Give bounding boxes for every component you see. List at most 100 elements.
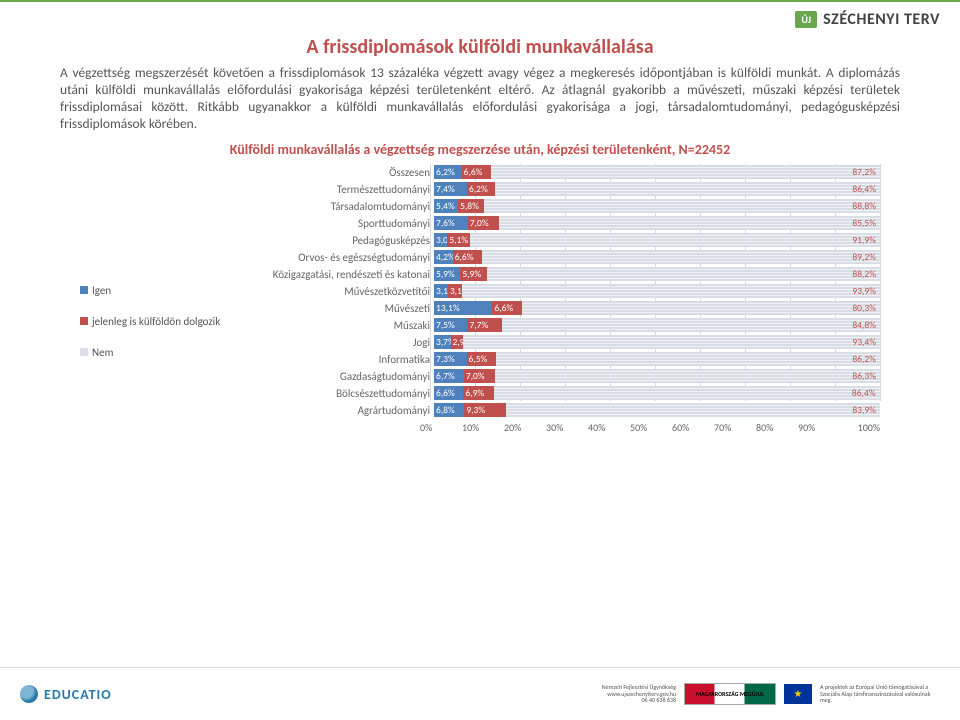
bar-seg-no: 85,5%: [499, 216, 880, 230]
legend-swatch: [80, 286, 88, 294]
slide-paragraph: A végzettség megszerzését követően a fri…: [60, 65, 900, 133]
row-label: Agrártudományi: [230, 404, 434, 417]
row-label: Pedagógusképzés: [230, 234, 434, 247]
bar-seg-yes: 3,1%: [434, 284, 448, 298]
row-label: Természettudományi: [230, 183, 434, 196]
chart-row: Természettudományi7,4%6,2%86,4%: [230, 181, 880, 198]
bar-seg-no: 91,9%: [470, 233, 880, 247]
chart-row: Pedagógusképzés3,0%5,1%91,9%: [230, 232, 880, 249]
bar-seg-now: 6,6%: [453, 250, 482, 264]
bar-seg-no: 93,4%: [463, 335, 880, 349]
bar-seg-now: 2,9%: [451, 335, 464, 349]
row-track: 6,2%6,6%87,2%: [434, 164, 880, 180]
row-track: 7,5%7,7%84,8%: [434, 317, 880, 333]
bar-seg-now: 3,1%: [448, 284, 462, 298]
bar-seg-now: 6,6%: [462, 165, 491, 179]
row-label: Sporttudományi: [230, 217, 434, 230]
bar-seg-no: 84,8%: [502, 318, 880, 332]
axis-tick: 80%: [756, 421, 798, 434]
axis-tick: 90%: [798, 421, 840, 434]
agency-block: Nemzeti Fejlesztési Ügynökség www.ujszec…: [602, 684, 676, 704]
row-label: Társadalomtudományi: [230, 200, 434, 213]
row-track: 3,1%3,1%93,9%: [434, 283, 880, 299]
bar-seg-yes: 6,7%: [434, 369, 464, 383]
bar-seg-now: 7,0%: [464, 369, 495, 383]
row-track: 6,6%6,9%86,4%: [434, 385, 880, 401]
row-track: 6,7%7,0%86,3%: [434, 368, 880, 384]
row-label: Művészetközvetítői: [230, 285, 434, 298]
bar-seg-no: 80,3%: [522, 301, 880, 315]
legend-item: Igen: [80, 284, 230, 297]
chart-row: Sporttudományi7,6%7,0%85,5%: [230, 215, 880, 232]
bar-seg-no: 88,8%: [484, 199, 880, 213]
row-label: Informatika: [230, 353, 434, 366]
bar-seg-now: 7,0%: [468, 216, 499, 230]
row-label: Gazdaságtudományi: [230, 370, 434, 383]
axis-tick: 20%: [504, 421, 546, 434]
bar-seg-now: 6,2%: [467, 182, 495, 196]
row-label: Művészeti: [230, 302, 434, 315]
row-label: Műszaki: [230, 319, 434, 332]
eu-flag-icon: [784, 684, 812, 704]
axis-tick: 40%: [588, 421, 630, 434]
row-label: Jogi: [230, 336, 434, 349]
axis-tick: 30%: [546, 421, 588, 434]
bar-seg-no: 86,4%: [495, 182, 880, 196]
bar-seg-yes: 7,3%: [434, 352, 467, 366]
legend-item: jelenleg is külföldön dolgozik: [80, 315, 230, 328]
slide-content: A frissdiplomások külföldi munkavállalás…: [0, 33, 960, 434]
chart-row: Informatika7,3%6,5%86,2%: [230, 351, 880, 368]
axis-tick: 0%: [420, 421, 462, 434]
row-label: Orvos- és egészségtudományi: [230, 251, 434, 264]
legend-label: jelenleg is külföldön dolgozik: [92, 315, 220, 328]
row-track: 3,0%5,1%91,9%: [434, 232, 880, 248]
bar-seg-no: 86,2%: [496, 352, 880, 366]
axis-tick: 50%: [630, 421, 672, 434]
axis-tick: 60%: [672, 421, 714, 434]
bar-seg-yes: 6,8%: [434, 403, 464, 417]
chart-container: Külföldi munkavállalás a végzettség megs…: [60, 141, 900, 434]
bar-seg-now: 7,7%: [467, 318, 501, 332]
bar-seg-no: 86,4%: [494, 386, 879, 400]
legend-label: Igen: [92, 284, 111, 297]
educatio-icon: [20, 685, 38, 703]
bar-seg-yes: 13,1%: [434, 301, 492, 315]
eu-text: A projektek az Európai Unió támogatásáva…: [820, 684, 940, 704]
row-label: Közigazgatási, rendészeti és katonai: [230, 268, 434, 281]
footer-bar: EDUCATIO Nemzeti Fejlesztési Ügynökség w…: [0, 667, 960, 720]
chart-row: Agrártudományi6,8%9,3%83,9%: [230, 402, 880, 419]
row-track: 5,4%5,8%88,8%: [434, 198, 880, 214]
row-track: 13,1%6,6%80,3%: [434, 300, 880, 316]
bar-seg-yes: 5,9%: [434, 267, 460, 281]
bar-seg-now: 5,9%: [460, 267, 486, 281]
educatio-label: EDUCATIO: [44, 686, 112, 703]
bar-seg-yes: 7,6%: [434, 216, 468, 230]
bar-seg-now: 9,3%: [464, 403, 505, 417]
bar-seg-no: 86,3%: [495, 369, 880, 383]
bar-seg-no: 87,2%: [491, 165, 880, 179]
legend-swatch: [80, 317, 88, 325]
bar-seg-yes: 5,4%: [434, 199, 458, 213]
row-track: 7,6%7,0%85,5%: [434, 215, 880, 231]
chart-x-axis: 0%10%20%30%40%50%60%70%80%90%100%: [230, 421, 880, 434]
row-track: 5,9%5,9%88,2%: [434, 266, 880, 282]
row-track: 7,3%6,5%86,2%: [434, 351, 880, 367]
footer-left: EDUCATIO: [20, 685, 112, 703]
axis-tick: 10%: [462, 421, 504, 434]
bar-seg-now: 6,6%: [492, 301, 521, 315]
bar-seg-no: 88,2%: [487, 267, 880, 281]
axis-tick: 100%: [850, 421, 880, 434]
program-title: SZÉCHENYI TERV: [823, 10, 940, 29]
chart-row: Orvos- és egészségtudományi4,2%6,6%89,2%: [230, 249, 880, 266]
bar-seg-now: 6,5%: [467, 352, 496, 366]
chart-row: Művészetközvetítői3,1%3,1%93,9%: [230, 283, 880, 300]
chart-row: Társadalomtudományi5,4%5,8%88,8%: [230, 198, 880, 215]
legend-swatch: [80, 348, 88, 356]
row-track: 6,8%9,3%83,9%: [434, 402, 880, 418]
hungary-ribbon: MAGYARORSZÁG MEGÚJUL: [684, 683, 776, 705]
chart-title: Külföldi munkavállalás a végzettség megs…: [80, 141, 880, 158]
row-label: Bölcsészettudományi: [230, 387, 434, 400]
chart-rows: Összesen6,2%6,6%87,2%Természettudományi7…: [230, 164, 880, 419]
chart-legend: Igenjelenleg is külföldön dolgozikNem: [80, 164, 230, 377]
chart-row: Művészeti13,1%6,6%80,3%: [230, 300, 880, 317]
